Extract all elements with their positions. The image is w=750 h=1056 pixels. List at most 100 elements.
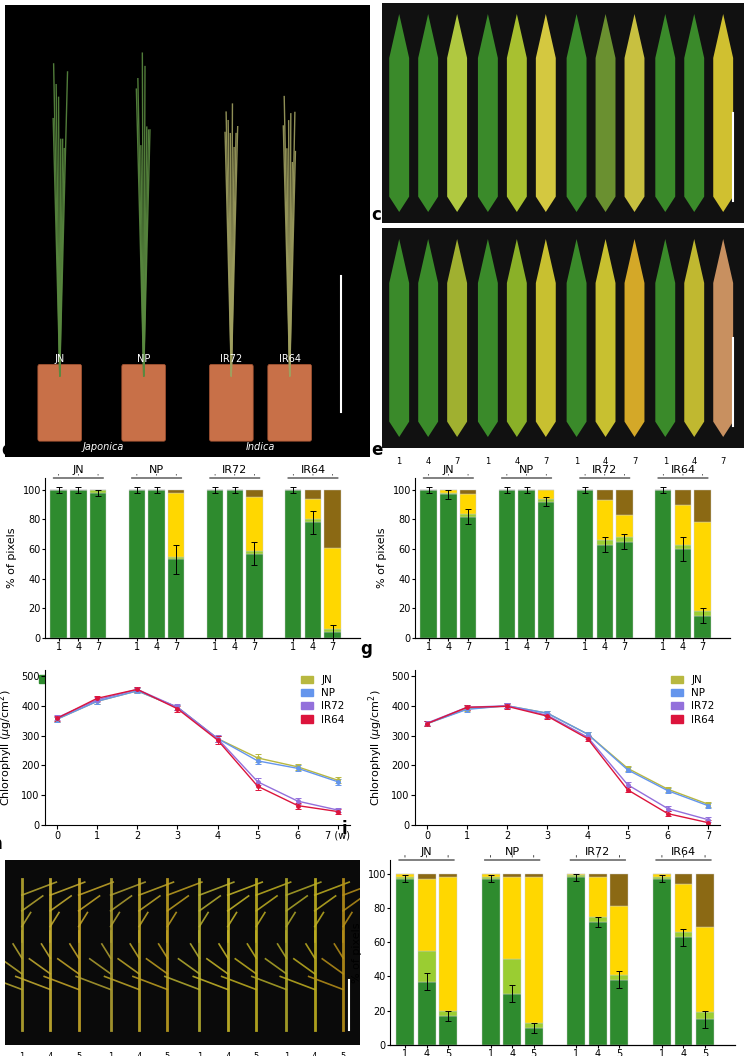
Text: 7: 7	[454, 457, 460, 466]
Text: c: c	[371, 206, 381, 224]
Bar	[396, 873, 414, 878]
Bar	[655, 490, 671, 638]
Polygon shape	[478, 239, 498, 437]
Bar	[439, 1011, 457, 1016]
Bar	[439, 873, 457, 878]
Bar	[525, 878, 543, 1022]
Text: IR64: IR64	[279, 355, 301, 364]
Text: 1: 1	[574, 232, 579, 241]
Polygon shape	[656, 14, 675, 212]
Bar	[168, 560, 184, 638]
Text: 7: 7	[632, 232, 638, 241]
Text: 4: 4	[425, 232, 430, 241]
Bar	[589, 917, 607, 922]
Bar	[325, 548, 340, 629]
Text: 4: 4	[603, 232, 608, 241]
Bar	[168, 557, 184, 560]
Bar	[589, 873, 607, 878]
Text: 1: 1	[196, 1053, 202, 1056]
Polygon shape	[684, 14, 704, 212]
Text: JN: JN	[423, 253, 433, 264]
Bar	[460, 516, 476, 638]
Text: 4: 4	[603, 457, 608, 466]
Text: 4: 4	[425, 457, 430, 466]
Text: 4: 4	[514, 232, 520, 241]
Text: 7: 7	[543, 232, 548, 241]
Bar	[304, 523, 321, 638]
Text: 7: 7	[721, 457, 726, 466]
Text: IR72: IR72	[220, 355, 242, 364]
Bar	[246, 550, 262, 553]
Polygon shape	[625, 239, 644, 437]
Bar	[694, 523, 711, 611]
Bar	[421, 490, 436, 638]
Bar	[538, 498, 554, 502]
Bar	[325, 629, 340, 633]
Polygon shape	[596, 14, 616, 212]
Polygon shape	[389, 239, 410, 437]
Bar	[246, 490, 262, 497]
Bar	[396, 879, 414, 1045]
Bar	[674, 884, 692, 932]
Text: JN: JN	[423, 478, 433, 489]
Polygon shape	[713, 14, 734, 212]
Legend: JN, NP, IR72, IR64: JN, NP, IR72, IR64	[670, 675, 715, 724]
Text: NP: NP	[137, 355, 151, 364]
Text: IR64: IR64	[683, 478, 705, 489]
Polygon shape	[684, 239, 704, 437]
Text: h: h	[0, 834, 2, 852]
Bar	[460, 494, 476, 513]
Bar	[129, 490, 145, 638]
Text: IR72: IR72	[595, 253, 616, 264]
Bar	[525, 1027, 543, 1045]
Bar	[616, 490, 633, 515]
Text: 4: 4	[312, 1053, 317, 1056]
Bar	[567, 873, 585, 875]
Bar	[90, 490, 106, 493]
Bar	[503, 959, 521, 994]
Text: 7: 7	[721, 232, 726, 241]
Polygon shape	[536, 14, 556, 212]
Y-axis label: % of pixels: % of pixels	[352, 922, 362, 983]
Bar	[589, 878, 607, 917]
Bar	[616, 515, 633, 538]
Bar	[674, 937, 692, 1045]
Bar	[440, 493, 457, 494]
Bar	[596, 541, 613, 545]
Text: 1: 1	[284, 1053, 289, 1056]
Polygon shape	[507, 239, 526, 437]
Bar	[674, 932, 692, 937]
Text: 4: 4	[514, 457, 520, 466]
Bar	[304, 520, 321, 523]
Bar	[90, 493, 106, 638]
Polygon shape	[625, 14, 644, 212]
Bar	[226, 490, 243, 638]
Text: NP: NP	[510, 478, 524, 489]
Bar	[525, 1022, 543, 1027]
Bar	[675, 505, 692, 545]
Text: 1: 1	[108, 1053, 113, 1056]
Text: 1: 1	[485, 457, 490, 466]
Bar	[694, 611, 711, 616]
Bar	[694, 490, 711, 523]
Bar	[70, 490, 86, 638]
Bar	[616, 538, 633, 542]
Bar	[616, 542, 633, 638]
Y-axis label: Chlorophyll ($\mu$g/cm$^2$): Chlorophyll ($\mu$g/cm$^2$)	[367, 690, 386, 806]
Text: 1: 1	[663, 232, 668, 241]
Text: Japonica: Japonica	[82, 442, 124, 452]
Polygon shape	[566, 14, 586, 212]
Bar	[418, 982, 436, 1045]
FancyBboxPatch shape	[122, 364, 166, 441]
Text: 1: 1	[663, 457, 668, 466]
Text: g: g	[360, 640, 372, 658]
Bar	[440, 494, 457, 638]
Polygon shape	[419, 239, 438, 437]
Bar	[610, 975, 628, 980]
Legend: JN, NP, IR72, IR64: JN, NP, IR72, IR64	[301, 675, 345, 724]
Bar	[50, 490, 67, 638]
Text: NP: NP	[510, 253, 524, 264]
Bar	[696, 1019, 714, 1045]
Polygon shape	[713, 239, 734, 437]
Bar	[675, 549, 692, 638]
